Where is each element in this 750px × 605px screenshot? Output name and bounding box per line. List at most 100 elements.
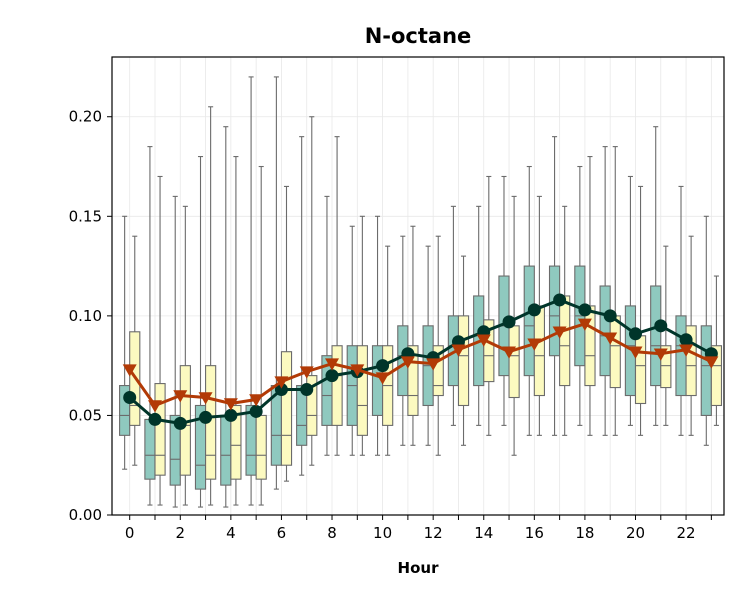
marker-circle [603, 309, 617, 323]
marker-triangle-down [299, 366, 314, 379]
box-series-1-hour-18 [584, 156, 596, 436]
x-tick-label: 22 [677, 524, 696, 542]
box-series-1-hour-1 [154, 175, 166, 506]
marker-circle [123, 391, 137, 405]
x-tick-label: 10 [373, 524, 392, 542]
box-series-0-hour-7 [296, 136, 308, 476]
box-series-0-hour-19 [599, 146, 611, 436]
x-tick-label: 0 [125, 524, 135, 542]
marker-circle [173, 416, 187, 430]
box-body [675, 315, 687, 397]
box-series-0-hour-20 [624, 175, 637, 426]
box-body [685, 325, 697, 397]
marker-triangle-down [249, 394, 264, 407]
box-series-1-hour-10 [382, 245, 394, 456]
box-body [407, 345, 419, 416]
x-tick-label: 6 [277, 524, 287, 542]
box-series-0-hour-15 [498, 175, 510, 426]
box-series-0-hour-18 [574, 165, 586, 426]
marker-circle [376, 359, 390, 373]
marker-circle [224, 408, 238, 422]
box-series-1-hour-11 [407, 225, 419, 446]
box-series-1-hour-4 [230, 156, 242, 506]
line-series-1 [128, 322, 712, 407]
marker-circle [502, 315, 516, 329]
marker-circle [628, 327, 642, 341]
marker-triangle-down [122, 364, 137, 377]
marker-circle [654, 319, 668, 333]
marker-circle [679, 333, 693, 347]
x-tick-label: 20 [626, 524, 645, 542]
box-series-0-hour-17 [548, 136, 561, 436]
marker-circle [325, 369, 339, 383]
marker-triangle-down [223, 398, 238, 411]
box-series-0-hour-22 [675, 185, 687, 436]
box-plots [119, 76, 723, 508]
box-series-1-hour-6 [280, 185, 293, 482]
box-series-0-hour-5 [245, 76, 257, 506]
box-body [144, 418, 156, 480]
marker-triangle-down [577, 318, 592, 331]
box-body [280, 351, 293, 466]
marker-triangle-down [426, 358, 441, 371]
box-series-1-hour-19 [609, 146, 621, 436]
box-body [457, 315, 470, 407]
chart-title: N-octane [365, 24, 472, 48]
box-series-0-hour-16 [523, 165, 535, 436]
box-series-1-hour-14 [483, 175, 495, 436]
box-body [634, 335, 647, 405]
marker-triangle-down [603, 332, 618, 345]
box-body [559, 295, 571, 387]
box-body [483, 319, 495, 383]
box-body [523, 265, 535, 377]
box-series-0-hour-8 [321, 195, 333, 456]
marker-circle [199, 410, 213, 424]
box-body [660, 345, 672, 389]
box-body [584, 305, 596, 387]
x-tick-label: 14 [474, 524, 493, 542]
box-series-1-hour-3 [205, 106, 217, 506]
x-tick-label: 4 [226, 524, 236, 542]
axis-ticks: 0 2 4 6 8 10 12 14 16 18 20 22 0.00 0.05 0.10 0.15 0.20 [69, 108, 712, 542]
marker-circle [148, 412, 162, 426]
box-body [700, 325, 712, 416]
box-series-0-hour-11 [397, 235, 409, 446]
box-series-0-hour-0 [119, 215, 131, 470]
box-body [548, 265, 561, 357]
marker-triangle-down [274, 376, 289, 389]
box-body [220, 414, 232, 486]
box-series-1-hour-21 [660, 245, 672, 426]
marker-triangle-down [400, 356, 415, 369]
box-series-1-hour-9 [356, 215, 368, 456]
x-tick-label: 18 [575, 524, 594, 542]
box-series-0-hour-13 [447, 205, 460, 426]
x-axis-label: Hour [398, 559, 440, 577]
mean-lines [122, 293, 719, 430]
box-series-1-hour-0 [129, 235, 141, 466]
box-series-1-hour-12 [432, 235, 444, 456]
box-body [609, 315, 621, 389]
y-tick-label: 0.15 [69, 207, 102, 225]
marker-triangle-down [147, 400, 162, 413]
box-body [710, 345, 723, 407]
marker-triangle-down [173, 390, 188, 403]
box-series-1-hour-5 [255, 165, 267, 506]
box-body [255, 414, 267, 480]
marker-circle [249, 404, 263, 418]
box-series-0-hour-14 [473, 205, 485, 426]
box-series-0-hour-2 [169, 195, 181, 508]
box-body [230, 404, 242, 480]
box-body [356, 345, 368, 436]
x-tick-label: 8 [327, 524, 337, 542]
box-series-1-hour-20 [634, 185, 647, 436]
plot-frame [111, 56, 725, 516]
x-tick-label: 16 [525, 524, 544, 542]
box-series-1-hour-13 [457, 255, 470, 446]
box-series-0-hour-3 [194, 156, 207, 508]
marker-circle [300, 383, 314, 397]
y-tick-label: 0.05 [69, 406, 102, 424]
box-body [508, 325, 520, 399]
marker-triangle-down [451, 344, 466, 357]
